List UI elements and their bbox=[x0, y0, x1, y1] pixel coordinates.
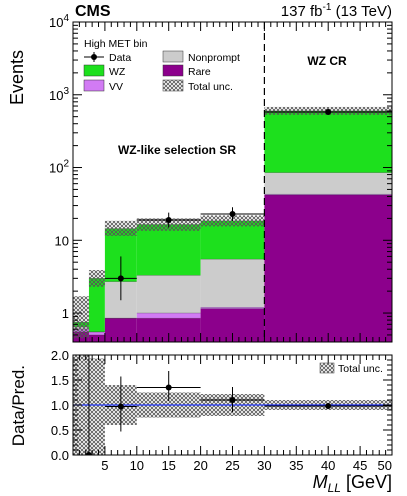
legend-wz-swatch bbox=[83, 64, 105, 77]
y-tick-label-0: 1 bbox=[62, 306, 69, 321]
x-tick-label-2: 15 bbox=[161, 458, 175, 473]
unc-band-2 bbox=[104, 220, 137, 236]
bar-nonprompt-5 bbox=[264, 172, 392, 195]
ratio-tick-label-1: 0.5 bbox=[51, 423, 69, 438]
y-tick-label-4: 104 bbox=[49, 13, 69, 30]
ratio-legend-swatch bbox=[319, 362, 335, 374]
legend-wz-label: WZ bbox=[109, 66, 126, 78]
main-x-axis bbox=[78, 22, 387, 342]
main-data-points bbox=[104, 108, 392, 301]
y-axis-title: Events bbox=[7, 50, 27, 105]
bar-wz-3 bbox=[136, 224, 201, 276]
bar-rare-1 bbox=[88, 334, 105, 342]
legend-vv-swatch bbox=[83, 79, 105, 92]
legend-data-label: Data bbox=[109, 52, 131, 64]
data-point-0 bbox=[117, 275, 124, 282]
ratio-y-axis: 0.0 0.5 1.0 1.5 2.0 bbox=[51, 348, 392, 463]
ratio-point-4 bbox=[325, 403, 332, 409]
legend-nonprompt-label: Nonprompt bbox=[188, 52, 240, 64]
main-y-axis: 1 10 102 103 104 bbox=[49, 13, 392, 343]
unc-band-4 bbox=[200, 215, 265, 227]
ratio-y-axis-title: Data/Pred. bbox=[9, 365, 28, 446]
bar-wz-4 bbox=[200, 220, 265, 260]
ratio-point-2 bbox=[165, 384, 172, 391]
x-tick-label-8: 45 bbox=[353, 458, 367, 473]
legend-nonprompt-swatch bbox=[162, 50, 184, 63]
x-axis-title: MLL [GeV] bbox=[313, 472, 392, 495]
cr-annotation: WZ CR bbox=[307, 54, 347, 68]
y-tick-label-2: 102 bbox=[49, 159, 69, 176]
x-tick-label-3: 20 bbox=[193, 458, 207, 473]
ratio-point-0 bbox=[85, 452, 92, 455]
data-point-3 bbox=[325, 108, 332, 115]
experiment-label: CMS bbox=[75, 3, 111, 20]
x-tick-label-5: 30 bbox=[257, 458, 271, 473]
unc-band-0 bbox=[73, 296, 89, 339]
bar-rare-2 bbox=[104, 318, 137, 342]
sr-annotation: WZ-like selection SR bbox=[118, 143, 236, 157]
bar-vv-5 bbox=[264, 194, 392, 195]
ratio-data-points bbox=[85, 355, 392, 455]
ratio-legend-label: Total unc. bbox=[338, 363, 383, 375]
bar-nonprompt-3 bbox=[136, 275, 201, 314]
legend-rare-swatch bbox=[162, 64, 184, 77]
bar-vv-4 bbox=[200, 307, 265, 309]
legend-vv-label: VV bbox=[109, 81, 123, 93]
ratio-tick-label-0: 0.0 bbox=[51, 448, 69, 463]
data-point-2 bbox=[229, 210, 236, 217]
luminosity-label: 137 fb-1 (13 TeV) bbox=[281, 2, 392, 20]
bar-rare-5 bbox=[264, 194, 392, 342]
legend-rare-label: Rare bbox=[188, 66, 211, 78]
bar-vv-1 bbox=[88, 331, 105, 335]
ratio-point-3 bbox=[229, 397, 236, 403]
legend-title: High MET bin bbox=[84, 38, 148, 50]
x-tick-label-6: 35 bbox=[289, 458, 303, 473]
bar-vv-3 bbox=[136, 313, 201, 319]
x-tick-label-4: 25 bbox=[225, 458, 239, 473]
x-tick-label-9: 50 bbox=[378, 458, 392, 473]
x-tick-label-7: 40 bbox=[321, 458, 335, 473]
bar-rare-3 bbox=[136, 318, 201, 342]
ratio-tick-label-2: 1.0 bbox=[51, 398, 69, 413]
x-tick-label-0: 5 bbox=[101, 458, 108, 473]
legend-total-unc-swatch bbox=[162, 79, 184, 92]
bar-wz-5 bbox=[264, 110, 392, 173]
x-tick-label-1: 10 bbox=[130, 458, 144, 473]
ratio-point-1 bbox=[117, 403, 124, 410]
bar-nonprompt-4 bbox=[200, 259, 265, 308]
ratio-unc-band-1 bbox=[88, 358, 105, 455]
ratio-tick-label-3: 1.5 bbox=[51, 373, 69, 388]
y-tick-label-1: 10 bbox=[55, 233, 69, 248]
y-tick-label-3: 103 bbox=[49, 86, 69, 103]
ratio-tick-label-4: 2.0 bbox=[51, 348, 69, 363]
unc-band-1 bbox=[88, 270, 105, 287]
ratio-x-axis: 5 10 15 20 25 30 35 40 45 50 bbox=[78, 355, 392, 473]
bar-wz-1 bbox=[88, 278, 105, 332]
legend-data-marker bbox=[91, 54, 97, 60]
main-stack bbox=[73, 110, 392, 342]
data-point-1 bbox=[165, 217, 172, 224]
legend-total-label: Total unc. bbox=[188, 81, 233, 93]
legend: High MET bin Data Nonprompt WZ Rare VV Total … bbox=[83, 38, 240, 93]
